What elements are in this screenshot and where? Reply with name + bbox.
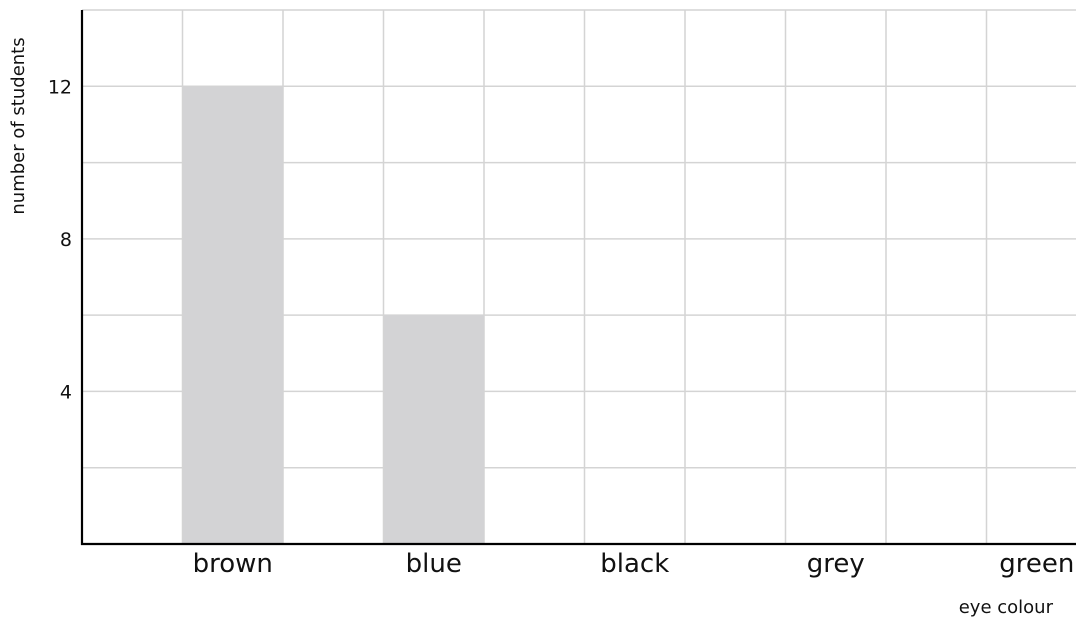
bar-blue xyxy=(383,315,484,544)
x-axis-title: eye colour xyxy=(959,597,1054,618)
x-category-labels: brown blue black grey green xyxy=(193,549,1075,579)
y-tick-label-12: 12 xyxy=(48,76,72,98)
bars xyxy=(182,86,484,545)
y-axis-title: number of students xyxy=(8,37,29,214)
x-tick-label-blue: blue xyxy=(406,549,462,579)
y-tick-label-8: 8 xyxy=(60,229,72,251)
y-tick-labels: 4 8 12 xyxy=(48,76,72,403)
x-tick-label-grey: grey xyxy=(807,549,865,579)
y-tick-label-4: 4 xyxy=(60,381,72,403)
x-tick-label-green: green xyxy=(999,549,1074,579)
bar-brown xyxy=(182,86,283,545)
x-tick-label-black: black xyxy=(600,549,669,579)
x-tick-label-brown: brown xyxy=(193,549,273,579)
axes xyxy=(80,10,1076,546)
